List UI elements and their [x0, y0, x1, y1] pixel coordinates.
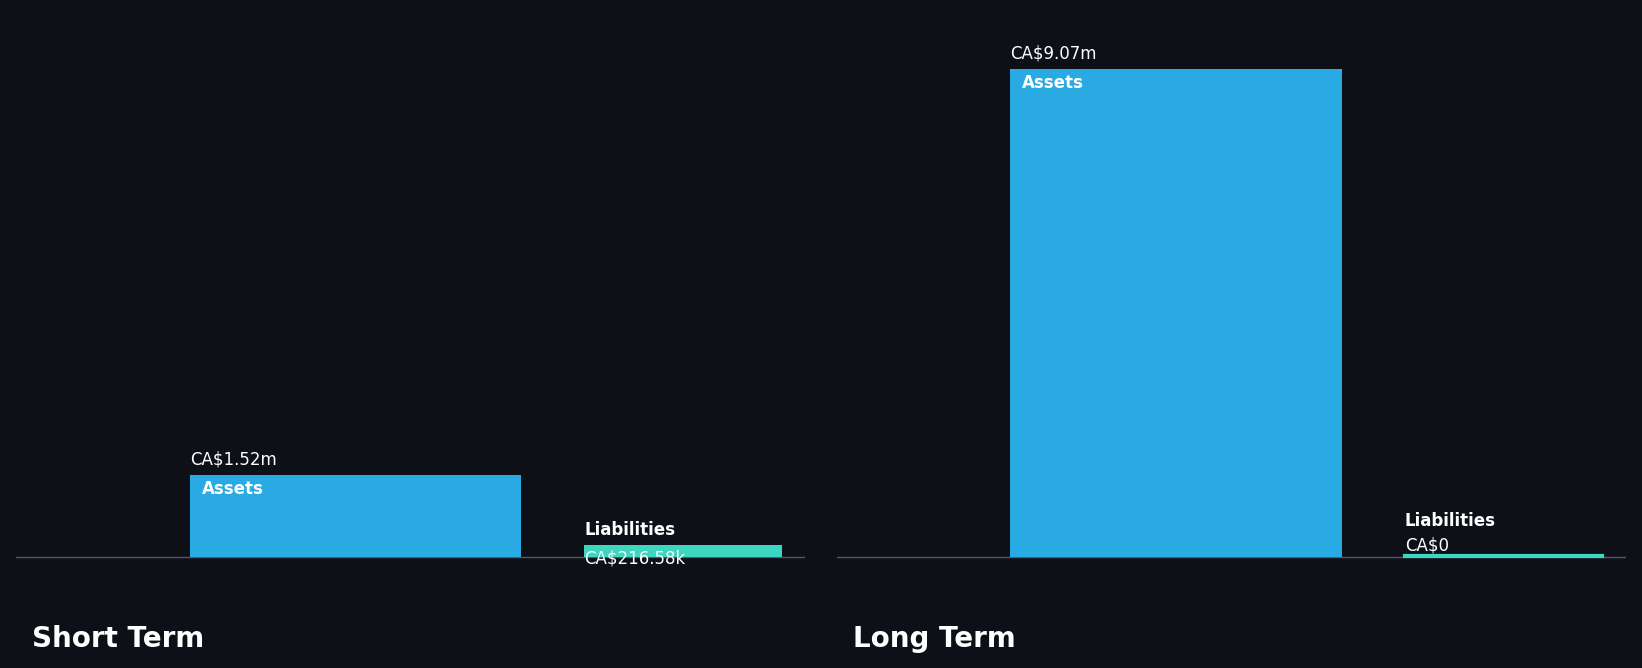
Text: CA$1.52m: CA$1.52m — [190, 451, 277, 469]
Text: Liabilities: Liabilities — [585, 521, 675, 539]
Text: CA$216.58k: CA$216.58k — [585, 550, 686, 568]
Text: Assets: Assets — [202, 480, 264, 498]
Bar — [190, 475, 521, 556]
Bar — [1010, 69, 1342, 556]
Text: CA$0: CA$0 — [1404, 536, 1448, 554]
Text: Short Term: Short Term — [33, 625, 205, 653]
Text: Long Term: Long Term — [852, 625, 1015, 653]
Bar — [585, 545, 782, 556]
Text: Liabilities: Liabilities — [1404, 512, 1496, 530]
Text: CA$9.07m: CA$9.07m — [1010, 45, 1097, 63]
Text: Assets: Assets — [1021, 73, 1084, 92]
